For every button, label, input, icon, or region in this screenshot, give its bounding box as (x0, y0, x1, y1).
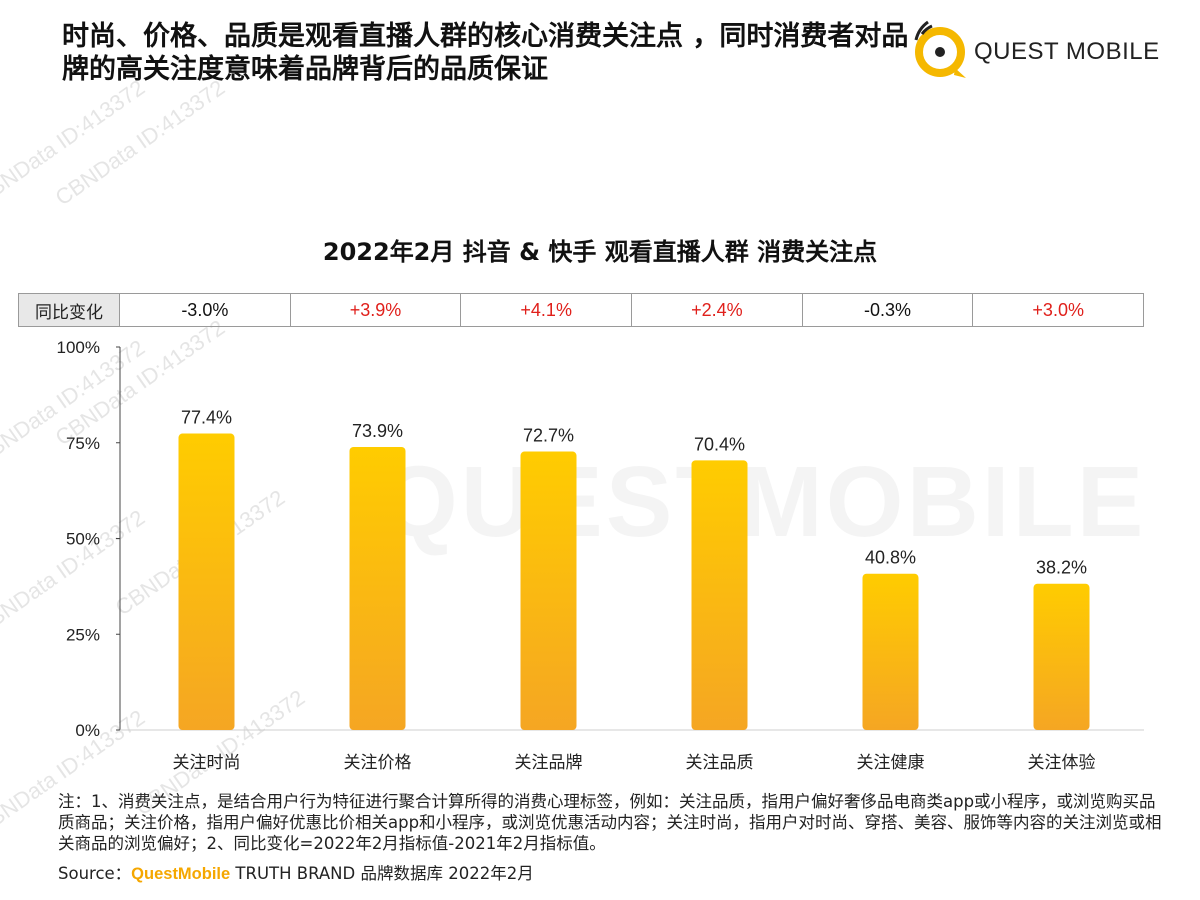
data-label: 72.7% (523, 426, 574, 446)
data-label: 38.2% (1036, 558, 1087, 578)
data-label: 77.4% (181, 408, 232, 428)
chart-title: 2022年2月 抖音 & 快手 观看直播人群 消费关注点 (322, 238, 878, 266)
x-tick-label: 关注品牌 (515, 753, 583, 773)
x-tick-label: 关注体验 (1028, 753, 1096, 773)
yoy-cell: +2.4% (632, 294, 803, 326)
quest-mobile-logo-icon (914, 20, 966, 78)
source-line: Source：QuestMobile TRUTH BRAND 品牌数据库 202… (58, 860, 534, 884)
footnote: 注：1、消费关注点，是结合用户行为特征进行聚合计算所得的消费心理标签，例如：关注… (58, 792, 1162, 853)
yoy-change-table: 同比变化 -3.0% +3.9% +4.1% +2.4% -0.3% +3.0% (18, 293, 1144, 327)
yoy-cell: -3.0% (120, 294, 291, 326)
bar (862, 573, 919, 730)
yoy-label: 同比变化 (19, 294, 120, 326)
yoy-cell: +3.0% (1032, 299, 1084, 320)
x-tick-label: 关注时尚 (173, 753, 241, 773)
brand-name: QUEST MOBILE (974, 38, 1160, 65)
brand-logo: QUEST MOBILE (912, 18, 1172, 88)
yoy-cell: -0.3% (803, 294, 974, 326)
data-label: 70.4% (694, 434, 745, 454)
source-brand: QuestMobile (131, 865, 231, 883)
bar (691, 460, 748, 730)
y-tick-label: 75% (66, 434, 100, 453)
bar-chart: 0% 25% 50% 75% 100% 77.4% 关注时尚 73.9% 关注价格 72.7% 关注… (57, 338, 1144, 773)
x-tick-label: 关注价格 (344, 753, 412, 773)
y-tick-label: 50% (66, 530, 100, 549)
yoy-cell: +3.9% (291, 294, 462, 326)
watermark-text: CBNData ID:413372 (50, 74, 230, 211)
source-prefix: Source： (58, 864, 132, 883)
source-suffix: TRUTH BRAND 品牌数据库 2022年2月 (230, 864, 534, 883)
bar (349, 446, 406, 730)
page-title: 时尚、价格、品质是观看直播人群的核心消费关注点 ，同时消费者对品牌的高关注度意味… (62, 21, 909, 85)
data-label: 73.9% (352, 421, 403, 441)
yoy-cell: +4.1% (461, 294, 633, 326)
x-tick-label: 关注品质 (686, 753, 754, 773)
data-label: 40.8% (865, 548, 916, 568)
y-tick-label: 25% (66, 625, 100, 644)
watermark-text: CBNData ID:413372 (0, 74, 150, 211)
x-tick-label: 关注健康 (857, 753, 925, 773)
bar (1033, 583, 1090, 730)
y-tick-label: 0% (75, 721, 100, 740)
bar (178, 433, 235, 730)
y-tick-label: 100% (57, 338, 100, 357)
bar (520, 451, 577, 730)
